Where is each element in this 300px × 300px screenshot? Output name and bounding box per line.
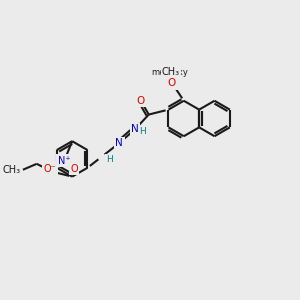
Text: CH₃: CH₃ — [162, 67, 180, 77]
Text: methoxy: methoxy — [152, 68, 188, 77]
Text: N: N — [115, 138, 123, 148]
Text: O: O — [168, 78, 176, 88]
Text: H: H — [140, 127, 146, 136]
Text: N⁺: N⁺ — [58, 156, 70, 166]
Text: CH₃: CH₃ — [3, 165, 21, 175]
Text: N: N — [131, 124, 139, 134]
Text: H: H — [106, 155, 113, 164]
Text: O: O — [48, 167, 57, 177]
Text: O⁻: O⁻ — [43, 164, 56, 174]
Text: O: O — [70, 164, 78, 174]
Text: O: O — [137, 96, 145, 106]
